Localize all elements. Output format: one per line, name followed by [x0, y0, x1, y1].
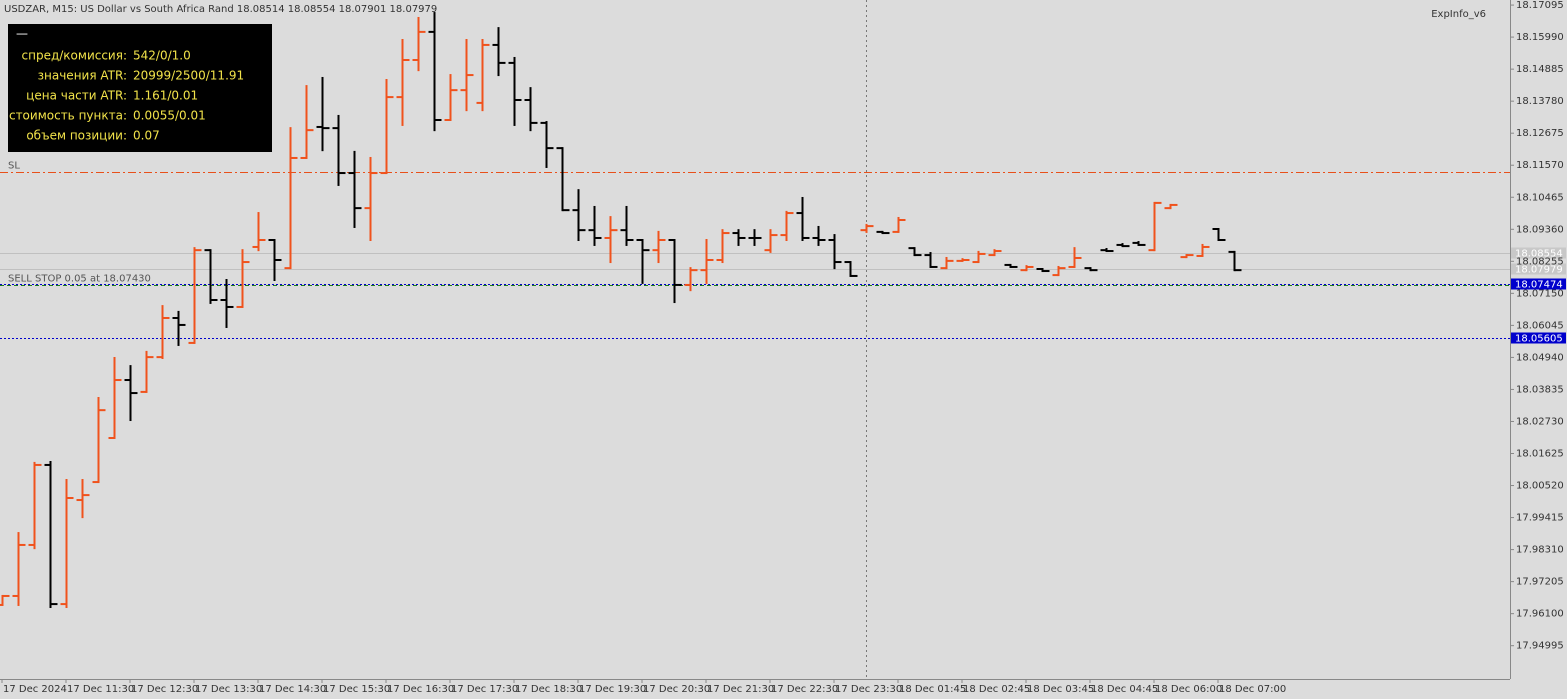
x-tick-label: 17 Dec 15:30: [323, 684, 390, 695]
y-tick-label: 18.08255: [1516, 256, 1564, 267]
price-tag-label: 18.07979: [1515, 265, 1563, 276]
bars: [0, 12, 1242, 608]
y-tick-label: 18.17095: [1516, 0, 1564, 11]
y-tick-label: 18.01625: [1516, 448, 1564, 459]
y-tick-label: 18.02730: [1516, 416, 1564, 427]
y-tick-label: 18.04940: [1516, 352, 1564, 363]
y-tick-label: 17.94995: [1516, 641, 1564, 652]
y-tick-label: 18.07150: [1516, 288, 1564, 299]
panel-value: 542/0/1.0: [133, 49, 191, 63]
panel-value: 1.161/0.01: [133, 89, 198, 103]
panel-label: объем позиции:: [26, 129, 127, 143]
chart-title: USDZAR, M15: US Dollar vs South Africa R…: [4, 4, 437, 15]
x-tick-label: 17 Dec 13:30: [195, 684, 262, 695]
panel-value: 0.0055/0.01: [133, 109, 206, 123]
x-tick-label: 18 Dec 02:45: [963, 684, 1030, 695]
y-tick-label: 18.03835: [1516, 384, 1564, 395]
panel-value: 0.07: [133, 129, 160, 143]
price-tag: [1511, 247, 1566, 259]
panel-value: 20999/2500/11.91: [133, 69, 244, 83]
panel-header: —: [16, 27, 28, 41]
price-tag-label: 18.08554: [1515, 249, 1563, 260]
x-tick-label: 17 Dec 20:30: [643, 684, 710, 695]
x-tick-label: 18 Dec 04:45: [1091, 684, 1158, 695]
x-tick-label: 17 Dec 18:30: [515, 684, 582, 695]
price-tag: [1511, 263, 1566, 275]
x-tick-label: 17 Dec 12:30: [131, 684, 198, 695]
x-tick-label: 18 Dec 01:45: [899, 684, 966, 695]
x-tick-label: 17 Dec 16:30: [387, 684, 454, 695]
y-tick-label: 18.13780: [1516, 96, 1564, 107]
info-panel: — спред/комиссия: 542/0/1.0 значения ATR: 2…: [8, 24, 272, 152]
panel-label: стоимость пункта:: [9, 109, 127, 123]
panel-label: спред/комиссия:: [22, 49, 127, 63]
y-tick-label: 17.96100: [1516, 609, 1564, 620]
x-tick-label: 17 Dec 21:30: [707, 684, 774, 695]
x-tick-label: 17 Dec 17:30: [451, 684, 518, 695]
indicator-label: ExpInfo_v6: [1431, 9, 1486, 20]
x-tick-label: 17 Dec 23:30: [835, 684, 902, 695]
level-text: SELL STOP 0.05 at 18.07430: [8, 274, 151, 285]
y-tick-label: 17.98310: [1516, 545, 1564, 556]
y-tick-label: 18.10465: [1516, 192, 1564, 203]
y-tick-label: 18.09360: [1516, 224, 1564, 235]
price-tag-label: 18.05605: [1515, 334, 1563, 345]
x-tick-label: 18 Dec 03:45: [1027, 684, 1094, 695]
panel-label: значения ATR:: [38, 69, 127, 83]
y-tick-label: 18.14885: [1516, 64, 1564, 75]
panel-box: [8, 24, 272, 152]
x-tick-label: 17 Dec 14:30: [259, 684, 326, 695]
x-tick-label: 17 Dec 19:30: [579, 684, 646, 695]
x-tick-label: 18 Dec 06:00: [1155, 684, 1222, 695]
level-text: SL: [8, 161, 20, 172]
price-tag: [1511, 278, 1566, 290]
x-tick-label: 17 Dec 22:30: [771, 684, 838, 695]
y-tick-label: 18.06045: [1516, 320, 1564, 331]
price-tag: [1511, 332, 1566, 344]
y-tick-label: 17.99415: [1516, 513, 1564, 524]
x-tick-label: 17 Dec 11:30: [67, 684, 134, 695]
panel-rows: спред/комиссия: 542/0/1.0 значения ATR: 209…: [9, 49, 244, 143]
y-tick-label: 18.11570: [1516, 160, 1564, 171]
y-tick-label: 18.00520: [1516, 481, 1564, 492]
price-tag-label: 18.07474: [1515, 280, 1563, 291]
x-tick-label: 17 Dec 2024: [3, 684, 67, 695]
x-tick-label: 18 Dec 07:00: [1219, 684, 1286, 695]
panel-label: цена части ATR:: [26, 89, 127, 103]
y-tick-label: 17.97205: [1516, 577, 1564, 588]
y-tick-label: 18.12675: [1516, 128, 1564, 139]
y-tick-label: 18.15990: [1516, 32, 1564, 43]
